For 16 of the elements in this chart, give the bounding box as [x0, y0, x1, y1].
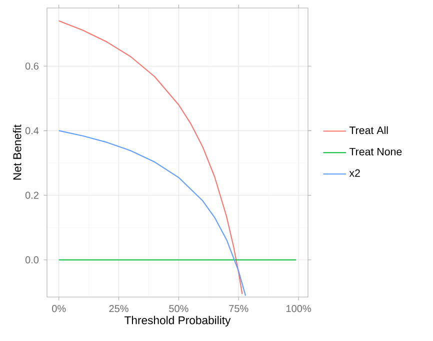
x-axis-title: Threshold Probability — [124, 316, 231, 326]
x-tick-label: 25% — [109, 305, 128, 312]
y-tick-label: 0.6 — [25, 62, 39, 70]
line-series — [58, 20, 243, 295]
y-tick-label: 0.0 — [25, 256, 39, 264]
legend-label: x2 — [349, 169, 360, 177]
y-tick-label: 0.2 — [25, 192, 38, 199]
x-tick-label: 100% — [286, 305, 311, 312]
x-tick-label: 75% — [229, 305, 248, 312]
x-tick-label: 0% — [52, 305, 66, 312]
y-axis-title: Net Benefit — [12, 124, 22, 180]
legend-label: Treat None — [349, 148, 402, 156]
line-series — [58, 130, 246, 296]
x-tick-label: 50% — [169, 305, 188, 312]
legend-label: Treat All — [349, 126, 388, 134]
y-tick-label: 0.4 — [25, 127, 39, 134]
